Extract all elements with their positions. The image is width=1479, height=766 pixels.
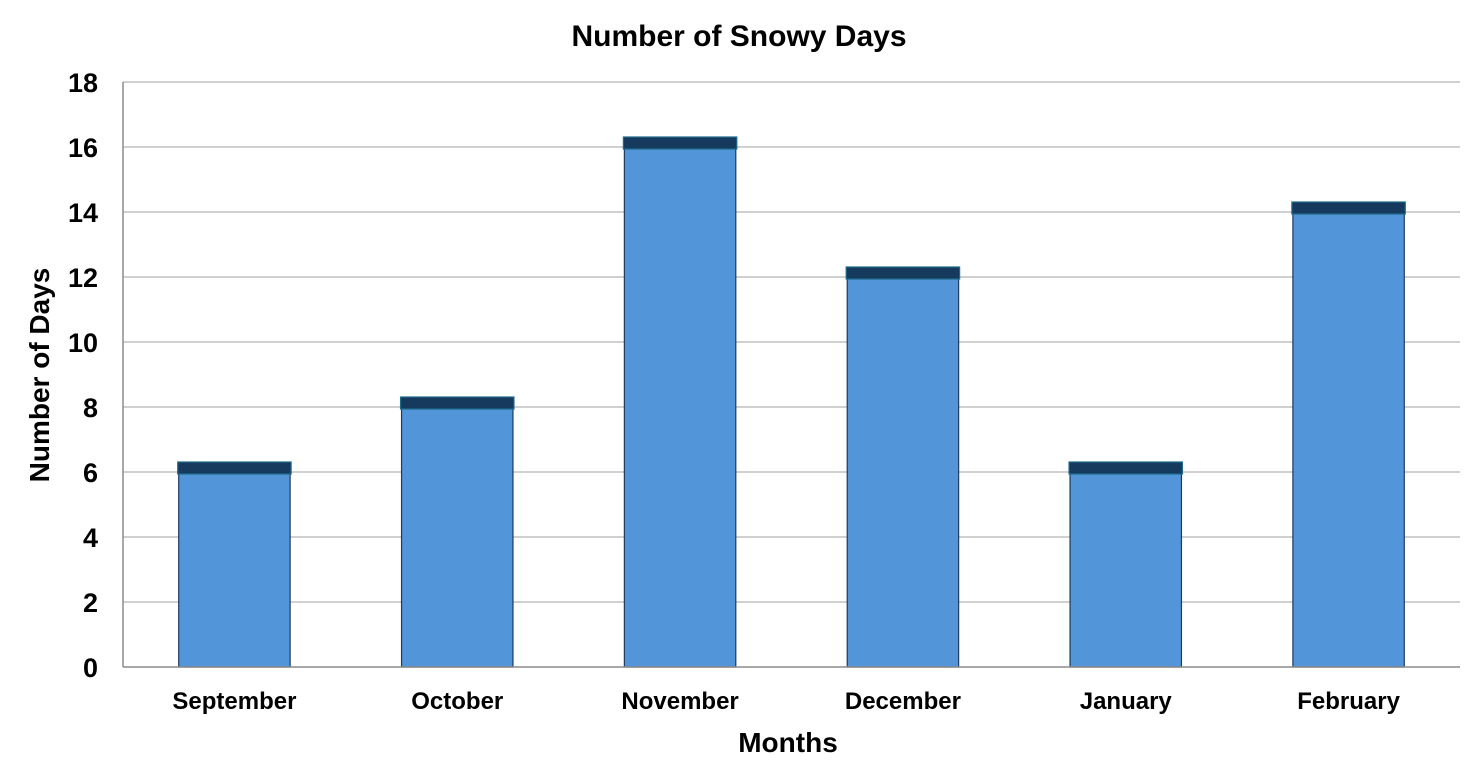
y-tick-label: 4 bbox=[83, 523, 98, 553]
bar-january bbox=[1068, 461, 1184, 668]
x-tick-label: December bbox=[845, 688, 961, 715]
bar bbox=[846, 276, 960, 668]
bar-cap bbox=[1291, 201, 1406, 215]
y-tick-label: 18 bbox=[68, 68, 98, 98]
bars bbox=[177, 136, 1406, 668]
chart-title: Number of Snowy Days bbox=[571, 20, 906, 53]
gridlines bbox=[123, 81, 1460, 603]
bar-cap bbox=[622, 136, 738, 150]
x-tick-label: October bbox=[411, 688, 503, 715]
y-tick-label: 0 bbox=[83, 653, 98, 683]
x-tick-label: January bbox=[1080, 688, 1173, 715]
y-tick-label: 10 bbox=[68, 328, 98, 358]
bar-september bbox=[177, 461, 292, 668]
x-tick-label: February bbox=[1297, 688, 1400, 715]
y-tick-labels: 0 2 4 6 8 10 12 14 16 18 bbox=[68, 68, 98, 683]
bar-february bbox=[1291, 201, 1406, 668]
bar-cap bbox=[845, 266, 961, 280]
y-tick-label: 2 bbox=[83, 588, 98, 618]
bar bbox=[1069, 471, 1183, 668]
y-tick-label: 14 bbox=[68, 198, 98, 228]
bar-december bbox=[845, 266, 961, 668]
bar bbox=[178, 471, 291, 668]
bar-october bbox=[399, 396, 515, 668]
bar-cap bbox=[1068, 461, 1184, 475]
x-tick-label: September bbox=[172, 688, 296, 715]
bar-cap bbox=[399, 396, 515, 410]
bar bbox=[1292, 211, 1405, 668]
bar bbox=[400, 406, 514, 668]
y-tick-label: 8 bbox=[83, 393, 98, 423]
y-axis-title: Number of Days bbox=[24, 268, 55, 483]
y-tick-label: 12 bbox=[68, 263, 98, 293]
bar-november bbox=[622, 136, 738, 668]
x-tick-labels: September October November December January F… bbox=[172, 688, 1400, 715]
bar bbox=[623, 146, 737, 668]
x-axis-title: Months bbox=[738, 727, 838, 758]
y-tick-label: 6 bbox=[83, 458, 98, 488]
x-tick-label: November bbox=[621, 688, 738, 715]
bar-cap bbox=[177, 461, 292, 475]
y-tick-label: 16 bbox=[68, 133, 98, 163]
